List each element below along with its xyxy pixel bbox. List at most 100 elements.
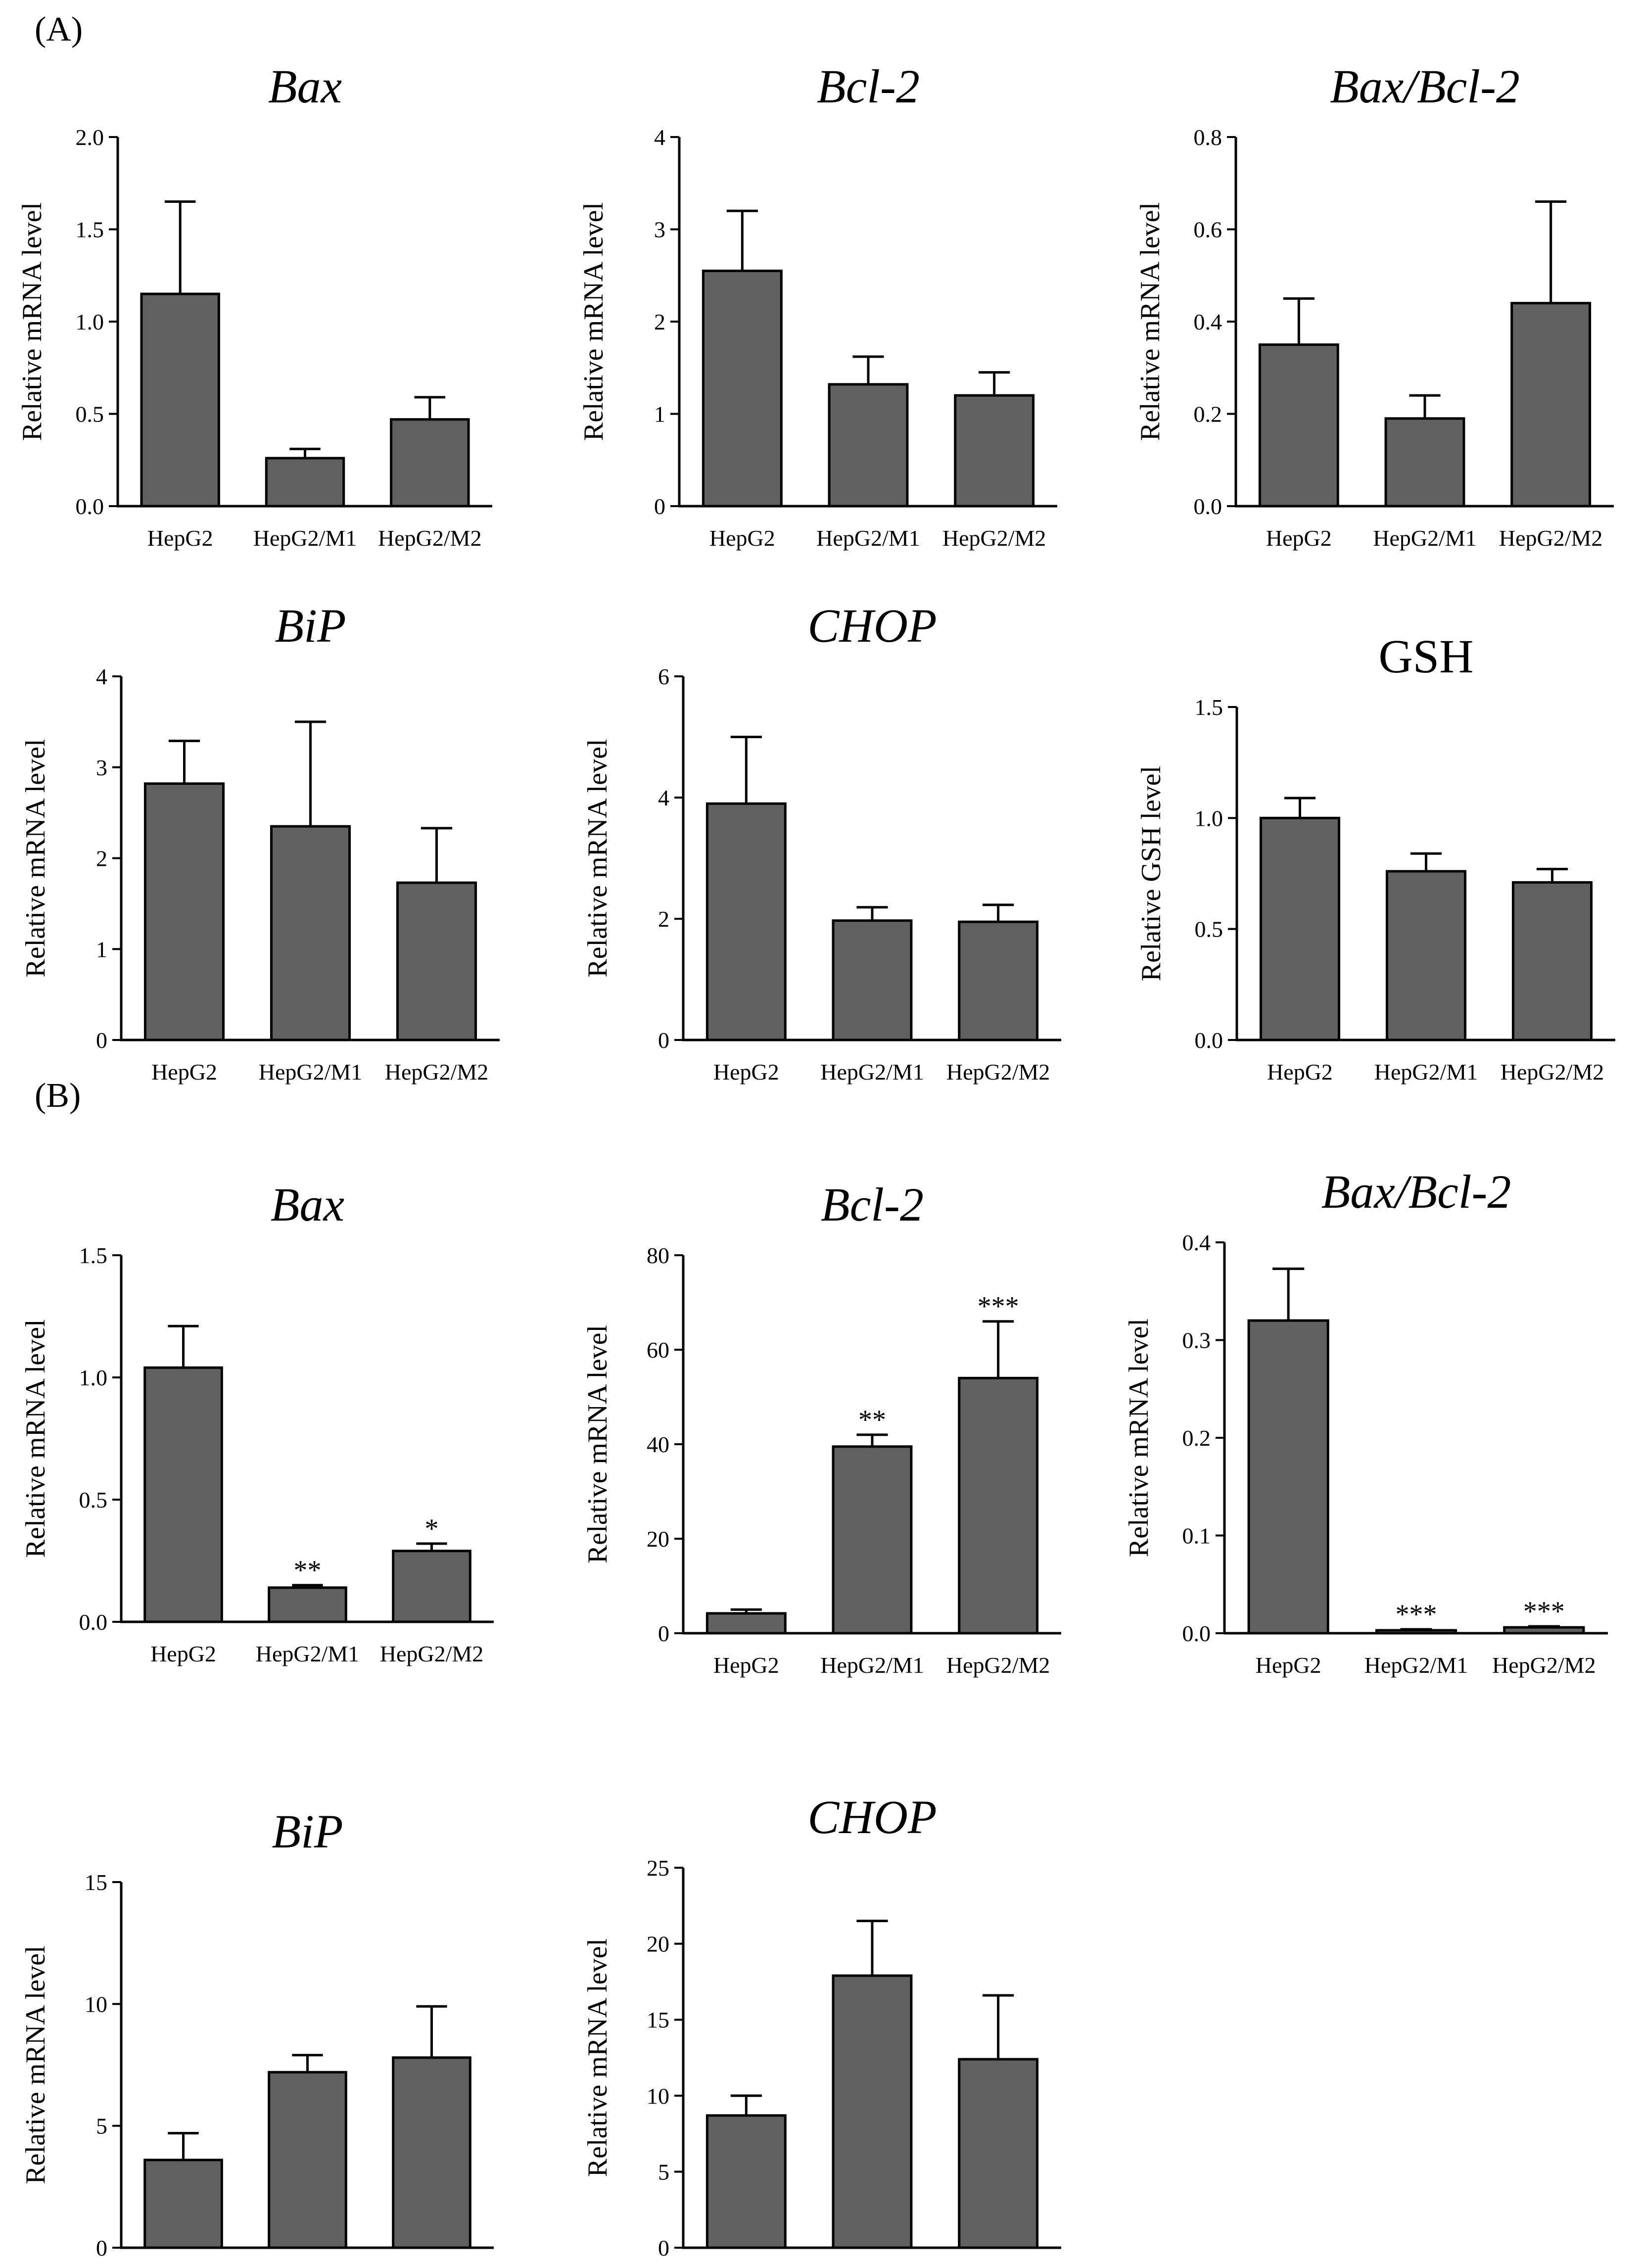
- y-tick-label-b3-0: 0.0: [1182, 1621, 1211, 1646]
- x-tick-label-b5-0: HepG2: [713, 2267, 779, 2268]
- y-tick-label-b4-0: 0: [96, 2235, 107, 2261]
- x-tick-label-b4-2: HepG2/M2: [380, 2267, 484, 2268]
- y-tick-label-b5-1: 5: [658, 2159, 669, 2184]
- x-tick-label-b1-2: HepG2/M2: [380, 1641, 484, 1666]
- y-tick-label-a1-4: 2.0: [76, 125, 104, 150]
- x-tick-label-b2-1: HepG2/M1: [820, 1653, 924, 1678]
- y-tick-label-b3-1: 0.1: [1182, 1523, 1211, 1549]
- y-axis-label-b2: Relative mRNA level: [582, 1325, 613, 1563]
- y-tick-label-a6-0: 0.0: [1195, 1028, 1223, 1053]
- y-axis-label-a5: Relative mRNA level: [582, 739, 613, 977]
- y-axis-label-b1: Relative mRNA level: [20, 1319, 51, 1558]
- x-tick-label-b4-1: HepG2/M1: [256, 2267, 360, 2268]
- y-tick-label-a5-2: 4: [658, 785, 669, 810]
- significance-b1-2: *: [425, 1513, 439, 1544]
- y-axis-label-a2: Relative mRNA level: [578, 202, 609, 441]
- panel-label-a: (A): [35, 10, 83, 48]
- y-axis-label-a3: Relative mRNA level: [1135, 202, 1166, 441]
- x-tick-label-a3-1: HepG2/M1: [1373, 525, 1477, 551]
- x-tick-label-a6-0: HepG2: [1267, 1059, 1333, 1085]
- y-tick-label-b5-0: 0: [658, 2235, 669, 2261]
- bar-a3-0: [1258, 343, 1339, 508]
- x-tick-label-a3-0: HepG2: [1266, 525, 1332, 551]
- y-tick-label-a2-1: 1: [654, 402, 665, 427]
- chart-title-b3: Bax/Bcl-2: [1321, 1165, 1511, 1218]
- y-tick-label-a4-2: 2: [96, 846, 107, 871]
- x-tick-label-a6-2: HepG2/M2: [1501, 1059, 1604, 1085]
- bar-a5-2: [958, 920, 1039, 1041]
- y-tick-label-a5-1: 2: [658, 906, 669, 932]
- bar-a3-2: [1510, 302, 1592, 508]
- significance-b3-1: ***: [1396, 1599, 1437, 1630]
- y-tick-label-b4-2: 10: [85, 1991, 107, 2017]
- y-tick-label-a3-1: 0.2: [1194, 402, 1222, 427]
- y-axis-label-a1: Relative mRNA level: [17, 202, 47, 441]
- x-tick-label-a1-2: HepG2/M2: [378, 525, 482, 551]
- y-tick-label-b4-3: 15: [85, 1870, 107, 1895]
- y-tick-label-a5-3: 6: [658, 664, 669, 689]
- y-tick-label-b2-4: 80: [647, 1243, 669, 1268]
- bar-b3-1: [1375, 1629, 1457, 1635]
- chart-title-b5: CHOP: [807, 1791, 937, 1843]
- y-tick-label-b3-3: 0.3: [1182, 1328, 1211, 1353]
- bar-a1-2: [390, 418, 470, 508]
- x-tick-label-b1-0: HepG2: [150, 1641, 216, 1666]
- chart-title-b2: Bcl-2: [821, 1178, 924, 1231]
- bar-a6-1: [1385, 870, 1467, 1041]
- y-tick-label-a1-1: 0.5: [76, 402, 104, 427]
- bar-b3-2: [1503, 1626, 1585, 1635]
- x-tick-label-b3-1: HepG2/M1: [1364, 1653, 1468, 1678]
- bar-b1-0: [143, 1366, 223, 1623]
- y-tick-label-a6-2: 1.0: [1195, 805, 1223, 831]
- x-tick-label-b5-1: HepG2/M1: [820, 2267, 924, 2268]
- x-tick-label-a4-1: HepG2/M1: [259, 1059, 363, 1085]
- bar-b5-1: [832, 1974, 913, 2249]
- y-tick-label-b3-2: 0.2: [1182, 1425, 1211, 1451]
- y-tick-label-a1-0: 0.0: [76, 494, 104, 519]
- x-tick-label-a2-0: HepG2: [709, 525, 775, 551]
- bar-b4-0: [143, 2159, 223, 2249]
- x-tick-label-b2-0: HepG2: [713, 1653, 779, 1678]
- bar-b1-2: [392, 1550, 471, 1623]
- x-tick-label-a2-2: HepG2/M2: [942, 525, 1046, 551]
- x-tick-label-a5-2: HepG2/M2: [946, 1059, 1050, 1085]
- bar-b4-1: [268, 2071, 347, 2249]
- y-tick-label-b3-4: 0.4: [1182, 1230, 1211, 1255]
- chart-title-a5: CHOP: [807, 599, 937, 652]
- y-tick-label-a3-3: 0.6: [1194, 217, 1222, 242]
- significance-b1-1: **: [294, 1555, 322, 1586]
- bar-a5-1: [832, 919, 913, 1041]
- y-tick-label-a6-3: 1.5: [1195, 695, 1223, 720]
- bar-a1-0: [140, 292, 220, 508]
- bar-a1-1: [265, 457, 345, 508]
- y-tick-label-b2-0: 0: [658, 1621, 669, 1646]
- y-axis-label-a4: Relative mRNA level: [20, 739, 51, 977]
- significance-b2-1: **: [858, 1405, 886, 1435]
- x-tick-label-b3-2: HepG2/M2: [1492, 1653, 1596, 1678]
- bar-a3-1: [1384, 417, 1465, 508]
- x-tick-label-b4-0: HepG2: [150, 2267, 216, 2268]
- y-tick-label-a3-0: 0.0: [1194, 494, 1222, 519]
- bar-b5-2: [958, 2058, 1039, 2249]
- significance-b3-2: ***: [1523, 1596, 1565, 1627]
- bar-b2-1: [832, 1445, 913, 1635]
- y-tick-label-b2-3: 60: [647, 1337, 669, 1363]
- bar-b4-2: [392, 2056, 471, 2249]
- y-tick-label-b5-5: 25: [647, 1855, 669, 1881]
- bar-a2-2: [954, 394, 1035, 508]
- y-tick-label-a2-3: 3: [654, 217, 665, 242]
- x-tick-label-b1-1: HepG2/M1: [256, 1641, 360, 1666]
- significance-b2-2: ***: [978, 1291, 1019, 1322]
- chart-title-b1: Bax: [271, 1178, 344, 1231]
- bar-a2-1: [828, 383, 909, 508]
- bar-b3-0: [1247, 1319, 1329, 1635]
- y-tick-label-a3-4: 0.8: [1194, 125, 1222, 150]
- y-tick-label-a5-0: 0: [658, 1028, 669, 1053]
- bar-a4-2: [396, 881, 477, 1041]
- bar-a4-0: [143, 782, 225, 1041]
- x-tick-label-a4-2: HepG2/M2: [385, 1059, 489, 1085]
- x-tick-label-a1-1: HepG2/M1: [253, 525, 357, 551]
- y-tick-label-b5-2: 10: [647, 2083, 669, 2109]
- x-tick-label-a2-1: HepG2/M1: [816, 525, 920, 551]
